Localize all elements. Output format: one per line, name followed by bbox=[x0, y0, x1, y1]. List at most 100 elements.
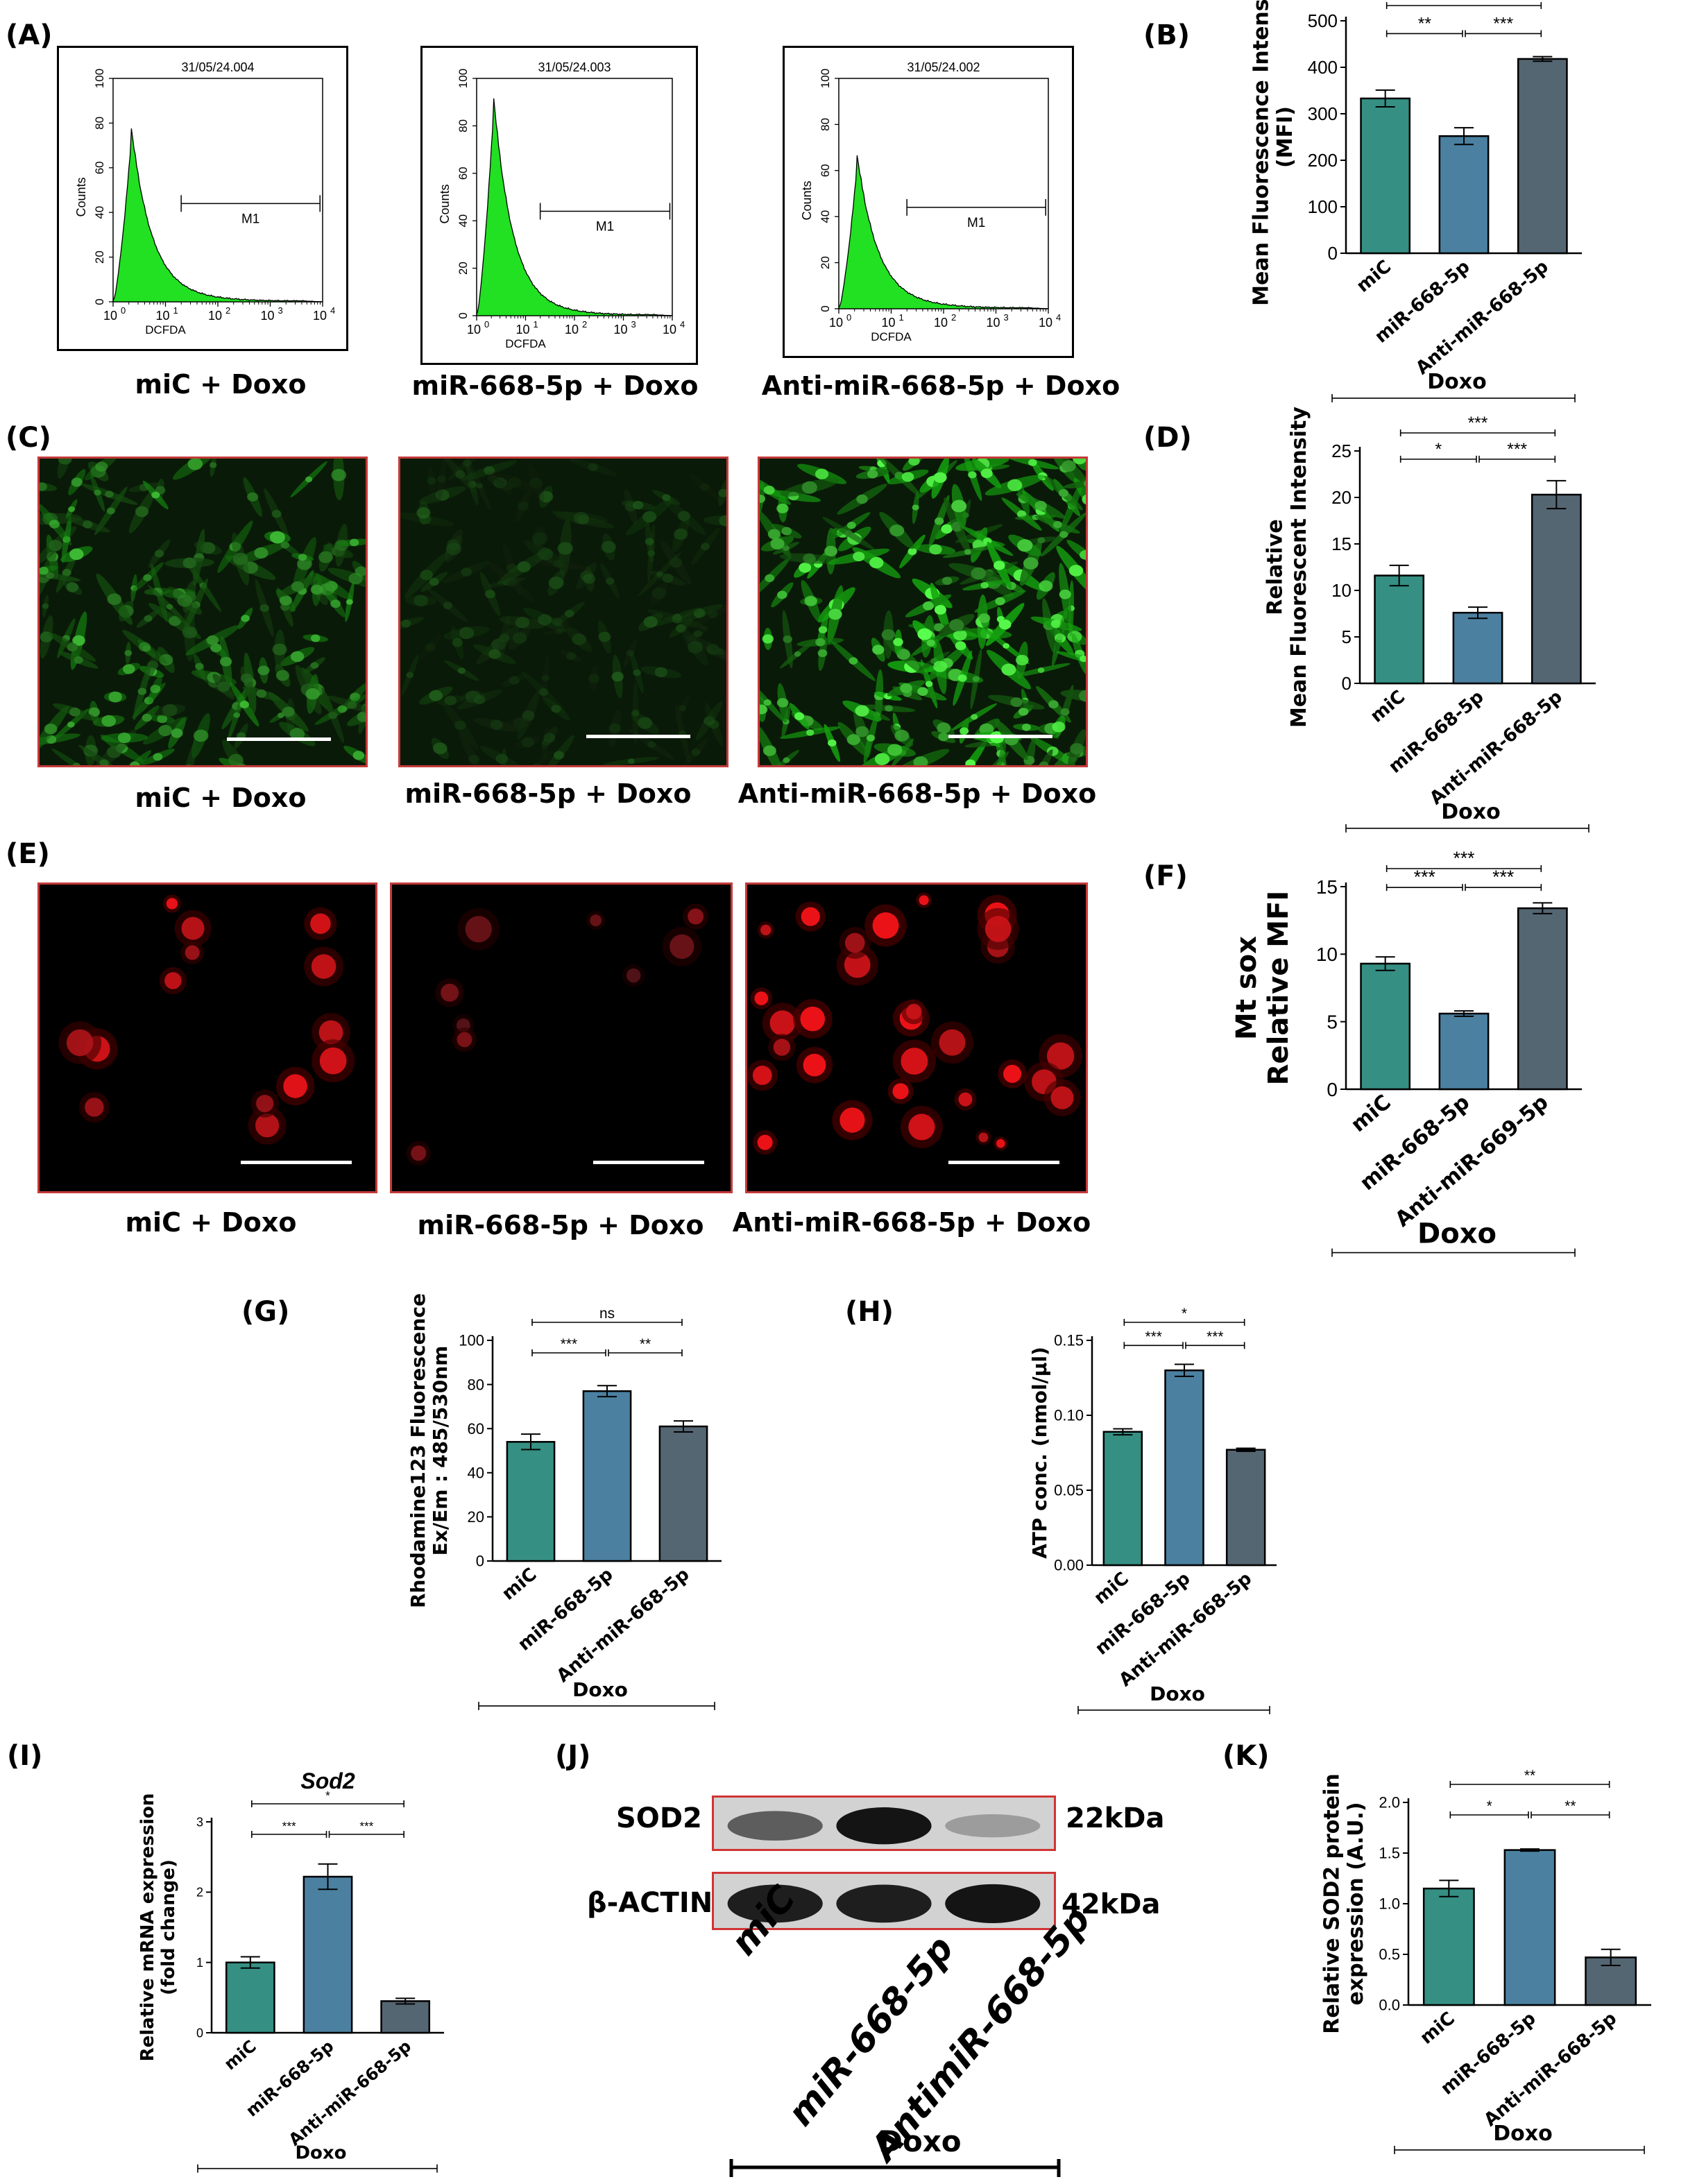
cell-nucleus bbox=[240, 673, 253, 683]
y-tick-label: 80 bbox=[819, 118, 832, 131]
cell-nucleus bbox=[1058, 488, 1068, 497]
cell-nucleus bbox=[1015, 654, 1029, 666]
cell-nucleus bbox=[143, 574, 152, 581]
cell-nucleus bbox=[490, 719, 503, 731]
cell-nucleus bbox=[907, 547, 917, 556]
cell-nucleus bbox=[781, 527, 792, 536]
panel-letter-b: (B) bbox=[1143, 19, 1191, 51]
blot-band bbox=[945, 1884, 1041, 1923]
cell-nucleus bbox=[94, 489, 101, 496]
y-tick-label: 100 bbox=[1308, 196, 1338, 217]
cell-body bbox=[466, 463, 479, 506]
cell-nucleus bbox=[319, 583, 335, 596]
x-tick-exponent: 1 bbox=[899, 312, 904, 323]
cell-nucleus bbox=[770, 538, 785, 550]
y-axis-label: Counts bbox=[438, 184, 452, 223]
cell-nucleus bbox=[446, 539, 461, 550]
flow-plot-mir668: 31/05/24.003 M1 0 20 40 60 80 100 Counts 10 0 10 1 10… bbox=[420, 46, 698, 365]
y-tick-label: 0.00 bbox=[1054, 1557, 1084, 1574]
cell-spot bbox=[919, 895, 929, 905]
cell-spot bbox=[844, 951, 871, 978]
category-label: miC bbox=[1367, 686, 1409, 726]
bar bbox=[1164, 1369, 1204, 1567]
cell-nucleus bbox=[923, 601, 934, 611]
cell-nucleus bbox=[209, 462, 217, 468]
cell-nucleus bbox=[557, 542, 573, 555]
cell-nucleus bbox=[513, 717, 527, 729]
cell-spot bbox=[255, 1114, 280, 1138]
cell-nucleus bbox=[995, 597, 1005, 606]
cell-nucleus bbox=[642, 511, 657, 523]
panel-letter-c: (C) bbox=[6, 422, 51, 454]
cell-nucleus bbox=[553, 751, 565, 760]
category-label: miC bbox=[1347, 1090, 1396, 1137]
y-tick-label: 60 bbox=[457, 167, 470, 180]
y-tick-label: 0.15 bbox=[1054, 1332, 1084, 1349]
cell-nucleus bbox=[776, 503, 789, 513]
cell-nucleus bbox=[162, 703, 178, 717]
group-label: Doxo bbox=[572, 1678, 628, 1701]
cell-nucleus bbox=[647, 741, 656, 749]
cell-spot bbox=[66, 1029, 94, 1057]
cell-nucleus bbox=[815, 638, 826, 647]
cell-nucleus bbox=[488, 649, 501, 659]
cell-nucleus bbox=[972, 676, 980, 682]
y-tick-label: 0 bbox=[476, 1553, 484, 1570]
y-tick-label: 200 bbox=[1308, 150, 1338, 171]
cell-nucleus bbox=[461, 568, 472, 577]
bar bbox=[225, 1961, 275, 2034]
cell-nucleus bbox=[1055, 633, 1064, 640]
cell-nucleus bbox=[99, 759, 109, 765]
cell-nucleus bbox=[933, 660, 948, 672]
cell-nucleus bbox=[463, 459, 472, 467]
cell-nucleus bbox=[846, 521, 856, 529]
cell-nucleus bbox=[889, 524, 905, 537]
cell-nucleus bbox=[58, 459, 72, 465]
y-tick-label: 0 bbox=[819, 305, 832, 312]
bar bbox=[1360, 962, 1411, 1091]
cell-nucleus bbox=[476, 483, 484, 489]
cell-body bbox=[442, 561, 491, 583]
bar-chart-k: 0.0 0.5 1.0 1.5 2.0 Relative SOD2 protein expr… bbox=[1320, 1768, 1651, 2154]
cell-nucleus bbox=[989, 765, 998, 767]
cell-nucleus bbox=[318, 551, 334, 563]
cell-nucleus bbox=[881, 629, 896, 640]
cell-nucleus bbox=[855, 705, 869, 717]
cell-nucleus bbox=[856, 494, 868, 504]
cell-nucleus bbox=[432, 742, 447, 755]
cell-nucleus bbox=[980, 468, 993, 479]
cell-nucleus bbox=[577, 515, 590, 524]
cell-spot bbox=[978, 1132, 989, 1143]
cell-nucleus bbox=[169, 615, 181, 626]
cell-nucleus bbox=[206, 635, 219, 645]
cell-nucleus bbox=[177, 594, 193, 607]
cell-nucleus bbox=[138, 642, 151, 652]
cell-nucleus bbox=[502, 579, 511, 586]
cell-nucleus bbox=[572, 633, 587, 646]
cell-body bbox=[626, 498, 673, 536]
cell-nucleus bbox=[885, 705, 893, 712]
cell-spot bbox=[905, 1003, 922, 1020]
cell-nucleus bbox=[672, 615, 683, 624]
caption-e-anti: Anti-miR-668-5p + Doxo bbox=[732, 1207, 1091, 1238]
cell-body bbox=[706, 642, 726, 662]
cell-nucleus bbox=[894, 729, 910, 742]
category-label: Anti-miR-668-5p bbox=[1412, 256, 1553, 379]
cell-nucleus bbox=[853, 552, 865, 562]
y-tick-label: 3 bbox=[196, 1815, 203, 1829]
cell-spot bbox=[166, 898, 178, 910]
cell-nucleus bbox=[968, 471, 977, 479]
cell-nucleus bbox=[328, 711, 338, 719]
cell-nucleus bbox=[1052, 520, 1062, 529]
x-axis-label: DCFDA bbox=[505, 337, 546, 350]
cell-nucleus bbox=[565, 609, 574, 617]
cell-nucleus bbox=[1037, 537, 1046, 544]
cell-nucleus bbox=[49, 520, 60, 529]
cell-nucleus bbox=[435, 489, 450, 501]
y-tick-label: 2.0 bbox=[1379, 1794, 1400, 1811]
cell-nucleus bbox=[69, 707, 81, 717]
cell-nucleus bbox=[44, 723, 58, 735]
y-tick-label: 10 bbox=[1316, 944, 1338, 965]
cell-field bbox=[406, 903, 709, 1166]
cell-nucleus bbox=[799, 562, 812, 573]
